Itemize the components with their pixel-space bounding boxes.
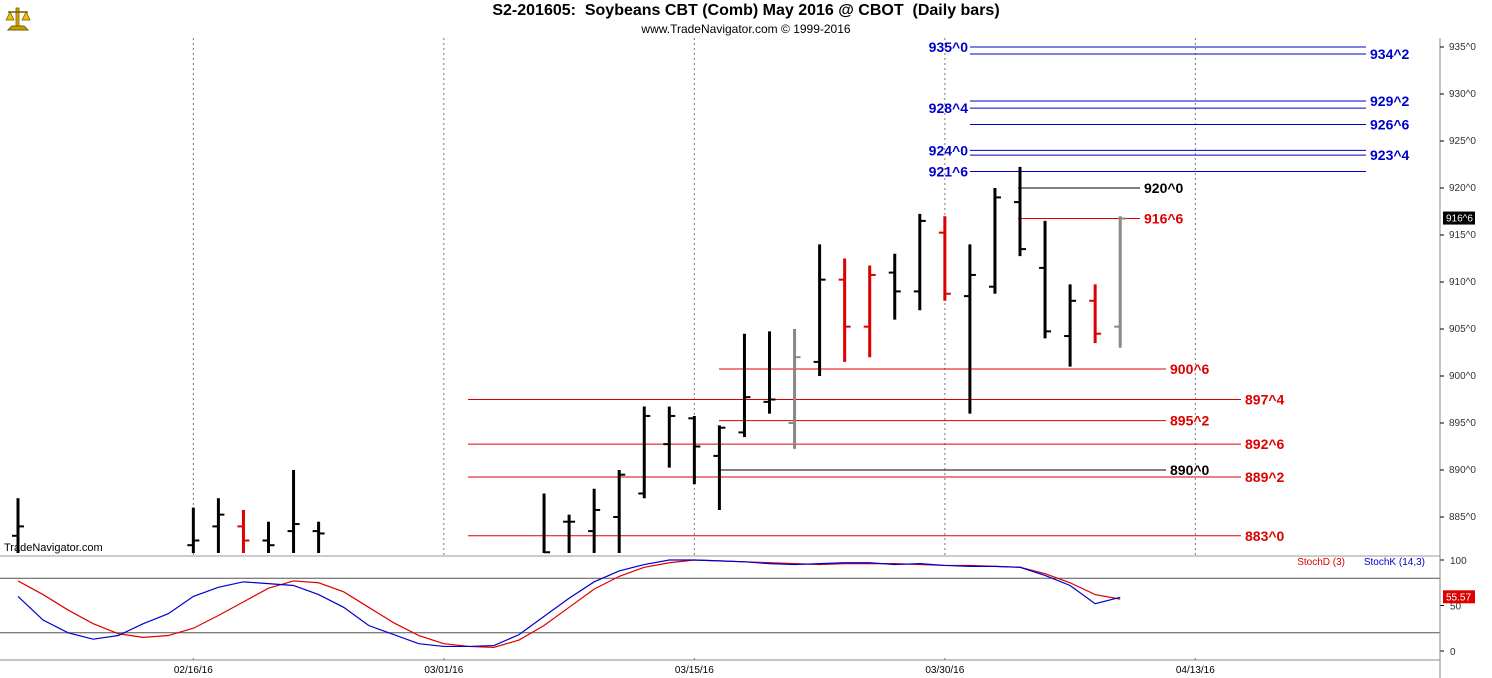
price-tick-label: 925^0: [1449, 136, 1476, 147]
price-tick-label: 935^0: [1449, 42, 1476, 53]
level-label: 934^2: [1370, 46, 1410, 62]
watermark: TradeNavigator.com: [4, 542, 103, 554]
chart-title: S2-201605: Soybeans CBT (Comb) May 2016 …: [492, 2, 1000, 19]
level-label: 890^0: [1170, 462, 1210, 478]
price-tick-label: 890^0: [1449, 465, 1476, 476]
level-label: 929^2: [1370, 93, 1410, 109]
date-tick-label: 02/16/16: [174, 665, 213, 676]
level-label: 921^6: [929, 164, 969, 180]
price-tick-label: 895^0: [1449, 418, 1476, 429]
price-grid: [192, 38, 1196, 660]
price-tick-label: 920^0: [1449, 183, 1476, 194]
price-tick-label: 900^0: [1449, 371, 1476, 382]
date-tick-label: 03/15/16: [675, 665, 714, 676]
level-label: 926^6: [1370, 117, 1410, 133]
price-tick-label: 905^0: [1449, 324, 1476, 335]
level-label: 892^6: [1245, 436, 1285, 452]
stochk-legend: StochK (14,3): [1364, 557, 1425, 568]
chart-subtitle: www.TradeNavigator.com © 1999-2016: [641, 22, 851, 36]
level-label: 895^2: [1170, 413, 1210, 429]
price-axis: 935^0 930^0 925^0 920^0 915^0 910^0 905^0 900^0…: [1440, 42, 1476, 523]
stochd-legend: StochD (3): [1297, 557, 1345, 568]
level-label: 928^4: [929, 100, 969, 116]
date-tick-label: 04/13/16: [1176, 665, 1215, 676]
price-tick-label: 885^0: [1449, 512, 1476, 523]
price-tick-label: 910^0: [1449, 277, 1476, 288]
stoch-pane: [0, 557, 1440, 657]
level-label: 920^0: [1144, 180, 1184, 196]
stoch-tick-label: 50: [1450, 602, 1462, 613]
last-price-label: 916^6: [1446, 214, 1473, 225]
stochastic-pane: 100 50 0 55.57: [0, 556, 1475, 658]
price-tick-label: 915^0: [1449, 230, 1476, 241]
last-price-tag: [1443, 211, 1475, 225]
last-stoch-label: 55.57: [1446, 592, 1471, 603]
last-stoch-tag: [1443, 590, 1475, 604]
date-tick-label: 03/30/16: [925, 665, 964, 676]
level-label: 897^4: [1245, 392, 1285, 408]
stoch-tick-label: 0: [1450, 647, 1456, 658]
level-label: 935^0: [929, 39, 969, 55]
stochk-line: [17, 559, 1121, 648]
level-label: 923^4: [1370, 147, 1410, 163]
level-label: 889^2: [1245, 469, 1285, 485]
level-label: 924^0: [929, 142, 969, 158]
level-label: 900^6: [1170, 361, 1210, 377]
level-label: 883^0: [1245, 528, 1285, 544]
stoch-tick-label: 100: [1450, 556, 1467, 567]
date-tick-label: 03/01/16: [424, 665, 463, 676]
price-tick-label: 930^0: [1449, 89, 1476, 100]
level-label: 916^6: [1144, 211, 1184, 227]
date-axis: 02/16/16 03/01/16 03/15/16 03/30/16 04/13/16: [0, 659, 1440, 676]
price-bars: [12, 166, 1127, 561]
trade-navigator-logo-icon: [2, 2, 34, 34]
